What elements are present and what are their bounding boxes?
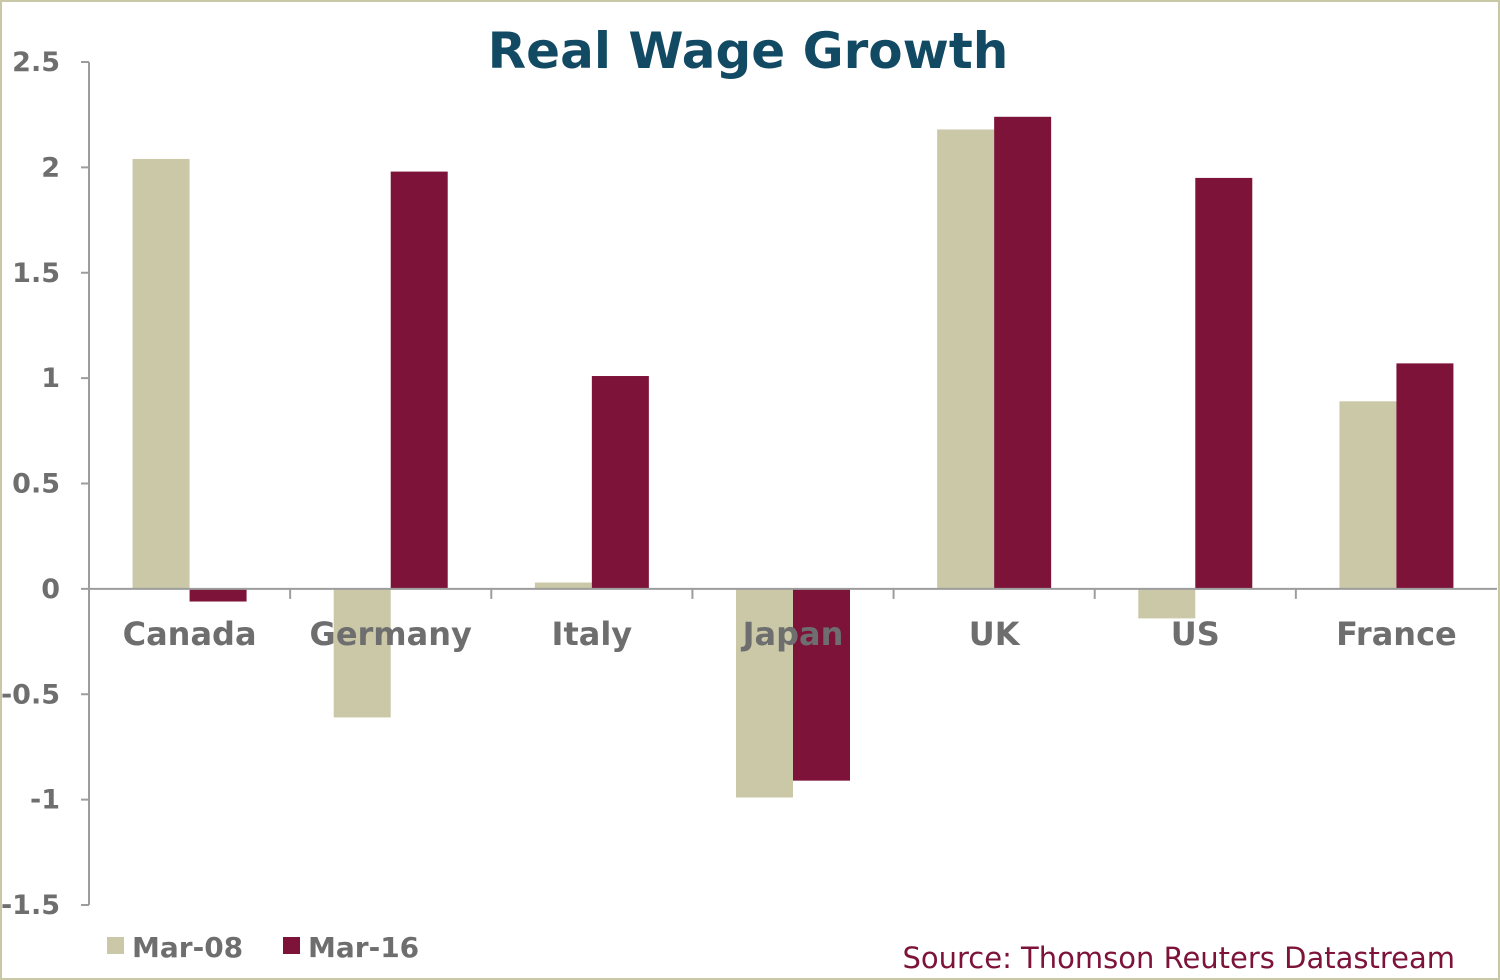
- category-label: US: [1171, 615, 1220, 653]
- legend: Mar-08 Mar-16: [107, 931, 419, 964]
- legend-swatch: [283, 937, 300, 954]
- bar-mar-08-france: [1339, 401, 1397, 589]
- bar-mar-08-uk: [937, 129, 995, 589]
- y-tick-label: 1.5: [12, 258, 60, 289]
- source-note: Source: Thomson Reuters Datastream: [902, 941, 1455, 975]
- bar-mar-16-uk: [994, 116, 1052, 589]
- category-label: France: [1336, 615, 1457, 653]
- y-axis: 2.5 2 1.5 1 0.5 0 -0.5 -1 -1.5: [1, 47, 90, 921]
- y-tick-label: 1: [41, 363, 60, 394]
- legend-label: Mar-16: [308, 931, 419, 964]
- category-label: Italy: [552, 615, 633, 653]
- y-tick-label: 2.5: [12, 47, 60, 78]
- x-axis: Canada Germany Italy Japan UK US France: [89, 587, 1497, 653]
- y-tick-label: -0.5: [1, 679, 60, 710]
- legend-swatch: [107, 937, 124, 954]
- legend-label: Mar-08: [132, 931, 243, 964]
- bars: [132, 116, 1454, 798]
- bar-mar-16-us: [1195, 177, 1253, 589]
- bar-mar-16-france: [1396, 363, 1454, 589]
- y-tick-label: 0: [41, 574, 60, 605]
- bar-mar-16-germany: [390, 171, 448, 589]
- chart-title: Real Wage Growth: [488, 22, 1009, 80]
- y-tick-label: 2: [41, 152, 60, 183]
- bar-mar-08-italy: [534, 582, 592, 589]
- category-label: Japan: [741, 615, 844, 653]
- y-tick-label: -1.5: [1, 890, 60, 921]
- y-tick-label: 0.5: [12, 469, 60, 500]
- bar-mar-16-canada: [189, 588, 247, 602]
- bar-mar-08-us: [1138, 588, 1196, 619]
- bar-mar-16-italy: [591, 376, 649, 589]
- bar-mar-08-germany: [333, 588, 391, 718]
- category-label: Germany: [310, 615, 472, 653]
- bar-mar-08-canada: [132, 158, 190, 589]
- category-label: UK: [969, 615, 1021, 653]
- category-label: Canada: [123, 615, 257, 653]
- bar-mar-16-japan: [793, 588, 850, 781]
- y-tick-label: -1: [30, 785, 60, 816]
- bar-mar-08-japan: [736, 588, 793, 798]
